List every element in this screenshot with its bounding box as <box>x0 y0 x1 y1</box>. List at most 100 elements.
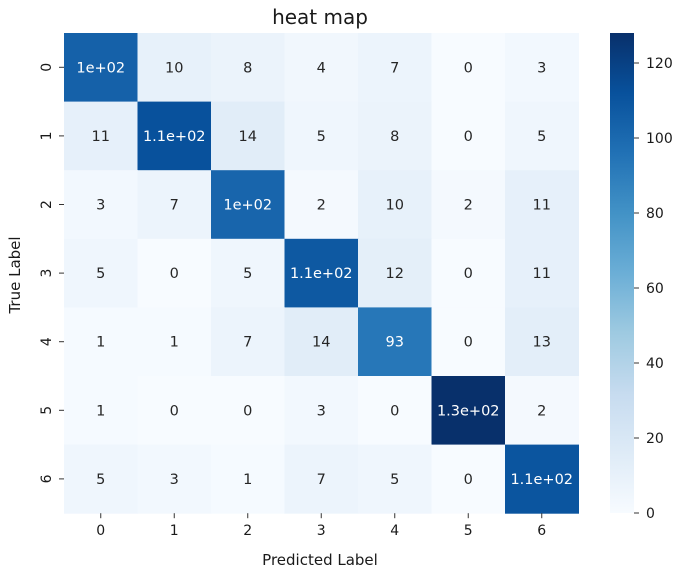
heatmap-cell <box>431 376 506 446</box>
cell-value-label: 0 <box>464 60 473 76</box>
heatmap-cell <box>358 238 432 308</box>
heatmap-cell <box>431 444 506 514</box>
cell-value-label: 3 <box>170 472 179 488</box>
heatmap-cell <box>505 33 579 103</box>
heatmap-cell <box>284 101 359 171</box>
cell-value-label: 1e+02 <box>223 198 272 214</box>
cell-value-label: 93 <box>386 335 404 351</box>
heatmap-cell <box>358 101 432 171</box>
colorbar-tick-label: 80 <box>646 206 664 222</box>
chart-title: heat map <box>272 5 368 29</box>
heatmap-cell <box>64 101 138 171</box>
cell-value-label: 5 <box>96 266 105 282</box>
heatmap-cell <box>211 170 285 240</box>
heatmap-cell <box>284 307 359 377</box>
heatmap-cell <box>284 170 359 240</box>
heatmap-cell <box>137 101 212 171</box>
cell-value-label: 0 <box>390 403 399 419</box>
cell-value-label: 11 <box>533 266 551 282</box>
cell-value-label: 12 <box>386 266 404 282</box>
cell-value-label: 1 <box>170 335 179 351</box>
x-tick-label: 2 <box>243 523 252 539</box>
heatmap-cell <box>284 444 359 514</box>
cell-value-label: 1.3e+02 <box>437 403 500 419</box>
heatmap-cell <box>137 238 212 308</box>
cell-value-label: 1e+02 <box>76 60 125 76</box>
colorbar <box>610 33 634 513</box>
heatmap-cell <box>64 33 138 103</box>
heatmap-cell <box>431 33 506 103</box>
colorbar-tick-label: 0 <box>646 506 655 522</box>
cell-value-label: 8 <box>243 60 252 76</box>
colorbar-tick-label: 60 <box>646 281 664 297</box>
cell-value-label: 5 <box>96 472 105 488</box>
cell-value-label: 2 <box>464 198 473 214</box>
heatmap-cells: 1e+02 10 8 4 7 0 311 1.1e+02 14 5 8 0 53 7 1e+02 2 10 2 11… <box>64 33 579 514</box>
cell-value-label: 7 <box>243 335 252 351</box>
x-tick-label: 1 <box>170 523 179 539</box>
heatmap-cell <box>505 101 579 171</box>
heatmap-cell <box>211 444 285 514</box>
x-tick-label: 6 <box>537 523 546 539</box>
y-axis-label: True Label <box>6 236 24 314</box>
cell-value-label: 7 <box>170 198 179 214</box>
cell-value-label: 0 <box>464 335 473 351</box>
cell-value-label: 1 <box>96 403 105 419</box>
colorbar-tick-label: 120 <box>646 56 673 72</box>
heatmap-cell <box>64 444 138 514</box>
heatmap-cell <box>64 307 138 377</box>
y-tick-label: 3 <box>39 269 55 278</box>
heatmap-cell <box>284 33 359 103</box>
cell-value-label: 0 <box>464 472 473 488</box>
cell-value-label: 4 <box>317 60 326 76</box>
y-tick-label: 4 <box>39 337 55 346</box>
heatmap-cell <box>505 376 579 446</box>
cell-value-label: 11 <box>533 198 551 214</box>
heatmap-cell <box>505 444 579 514</box>
y-tick-label: 2 <box>39 200 55 209</box>
cell-value-label: 13 <box>533 335 551 351</box>
cell-value-label: 1 <box>243 472 252 488</box>
x-tick-label: 4 <box>390 523 399 539</box>
heatmap-cell <box>505 307 579 377</box>
heatmap-cell <box>284 376 359 446</box>
cell-value-label: 5 <box>537 129 546 145</box>
y-axis: 0 1 2 3 4 5 6 <box>39 63 64 483</box>
y-tick-label: 6 <box>39 474 55 483</box>
heatmap-cell <box>211 33 285 103</box>
cell-value-label: 5 <box>317 129 326 145</box>
heatmap-cell <box>358 307 432 377</box>
cell-value-label: 0 <box>464 129 473 145</box>
cell-value-label: 8 <box>390 129 399 145</box>
x-axis: 0 1 2 3 4 5 6 <box>96 513 546 539</box>
cell-value-label: 1.1e+02 <box>143 129 206 145</box>
colorbar-tick-label: 100 <box>646 131 673 147</box>
cell-value-label: 0 <box>243 403 252 419</box>
colorbar-tick-label: 20 <box>646 431 664 447</box>
heatmap-cell <box>137 444 212 514</box>
heatmap-cell <box>211 238 285 308</box>
x-tick-label: 5 <box>464 523 473 539</box>
heatmap-cell <box>505 170 579 240</box>
x-tick-label: 3 <box>317 523 326 539</box>
heatmap-cell <box>358 170 432 240</box>
cell-value-label: 5 <box>243 266 252 282</box>
heatmap-cell <box>137 170 212 240</box>
colorbar-tick-label: 40 <box>646 356 664 372</box>
heatmap-cell <box>431 170 506 240</box>
heatmap-cell <box>211 101 285 171</box>
heatmap-cell <box>505 238 579 308</box>
y-tick-label: 5 <box>39 406 55 415</box>
heatmap-cell <box>431 238 506 308</box>
cell-value-label: 0 <box>170 266 179 282</box>
cell-value-label: 0 <box>464 266 473 282</box>
heatmap-cell <box>211 307 285 377</box>
cell-value-label: 3 <box>537 60 546 76</box>
cell-value-label: 1 <box>96 335 105 351</box>
heatmap-cell <box>137 376 212 446</box>
cell-value-label: 10 <box>386 198 404 214</box>
cell-value-label: 3 <box>96 198 105 214</box>
heatmap-cell <box>284 238 359 308</box>
cell-value-label: 1.1e+02 <box>290 266 353 282</box>
